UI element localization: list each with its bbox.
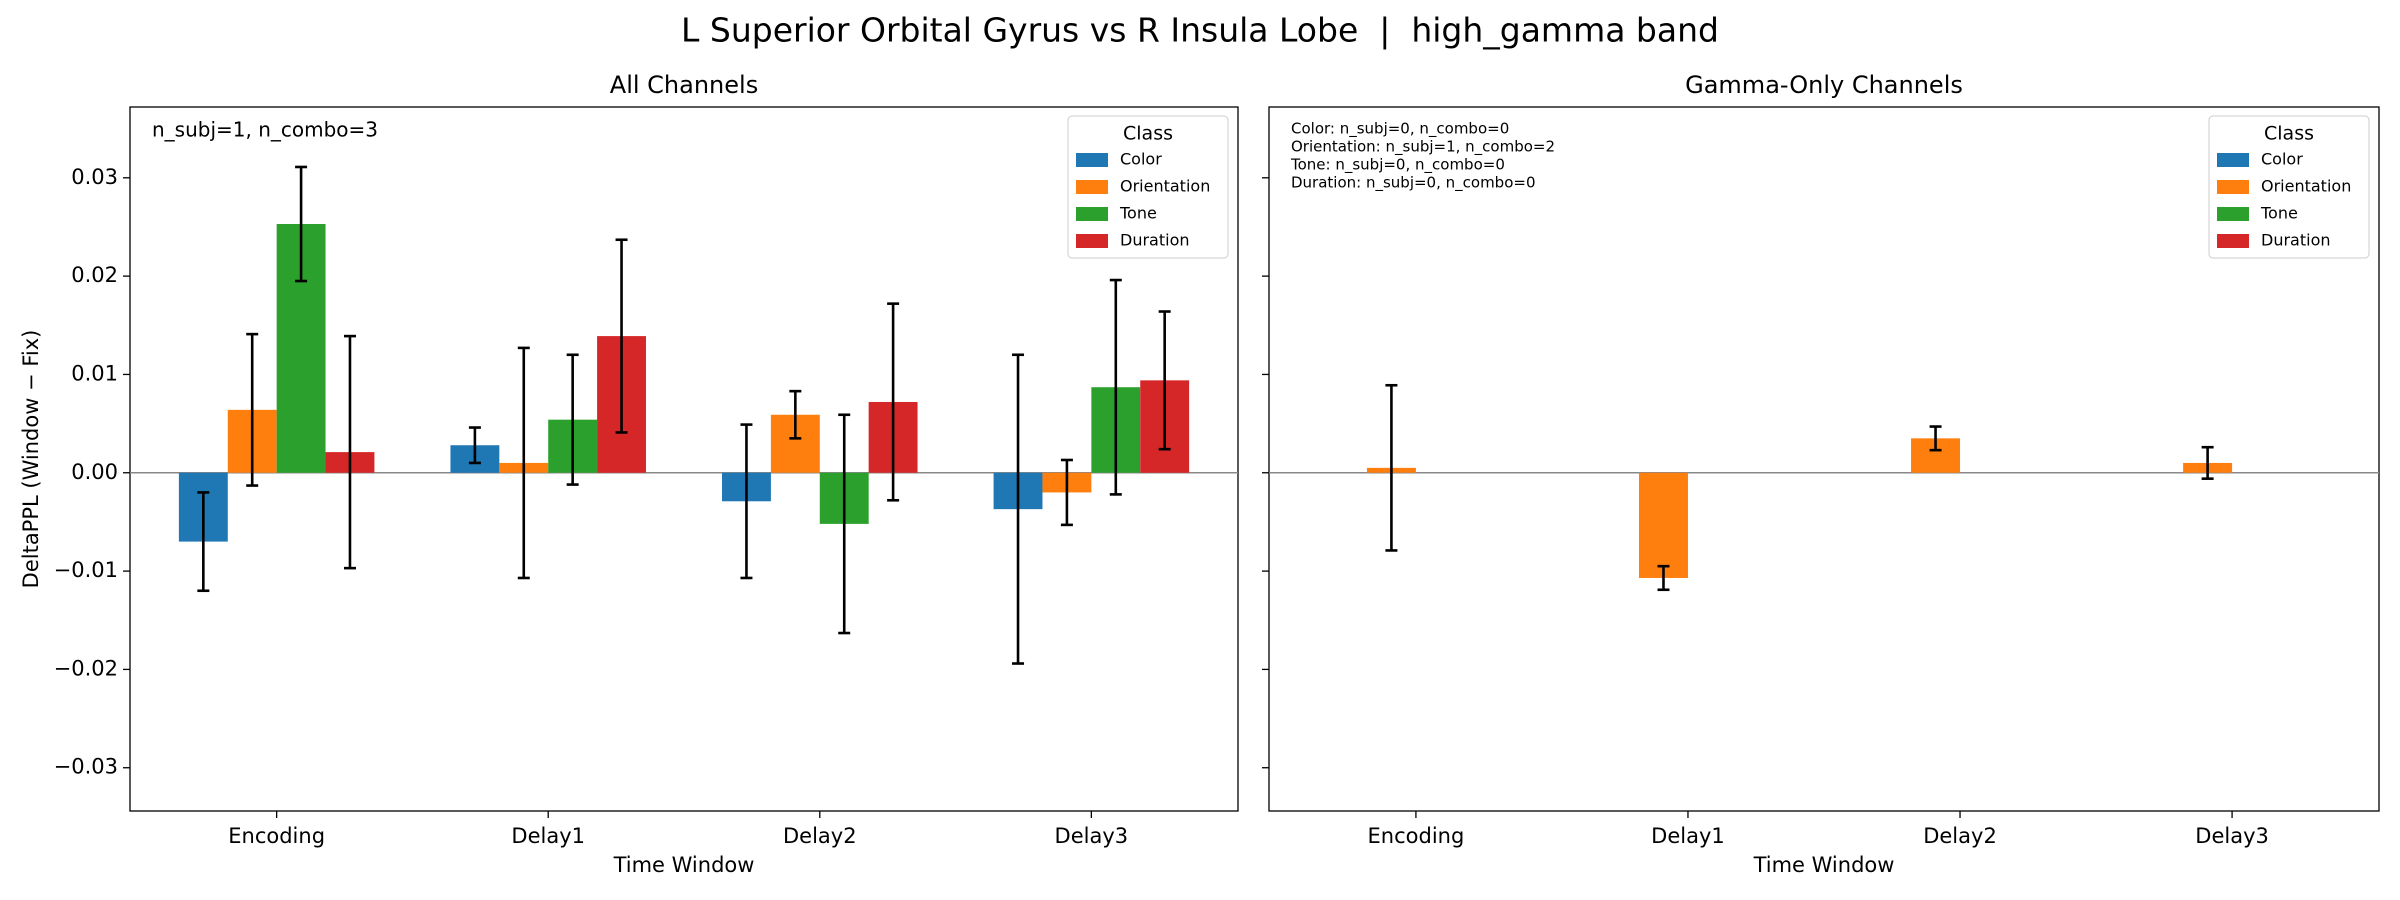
legend-swatch xyxy=(2217,234,2249,248)
x-axis-label: Time Window xyxy=(613,853,755,877)
y-tick-label: 0.03 xyxy=(71,165,118,189)
error-bar xyxy=(1109,278,1122,496)
error-bar xyxy=(197,491,210,593)
error-bar xyxy=(838,413,851,635)
error-bar xyxy=(1060,458,1073,527)
annotation: Orientation: n_subj=1, n_combo=2 xyxy=(1291,138,1555,157)
legend-label: Duration xyxy=(1120,231,1190,250)
legend-label: Tone xyxy=(2260,204,2298,223)
error-bar xyxy=(343,334,356,570)
legend: Class Color Orientation Tone Duration xyxy=(2208,115,2370,259)
y-tick-label: 0.01 xyxy=(71,361,118,385)
legend-label: Orientation xyxy=(1120,177,1210,196)
legend-label: Duration xyxy=(2261,231,2331,250)
error-bar xyxy=(566,353,579,486)
legend-swatch xyxy=(1076,153,1108,167)
error-bar xyxy=(295,165,308,283)
x-tick-label: Delay2 xyxy=(1923,824,1997,848)
error-bar xyxy=(887,302,900,502)
axes-frame xyxy=(129,106,1239,812)
axes-frame xyxy=(1268,106,2380,812)
x-tick-label: Delay3 xyxy=(1055,824,1129,848)
x-tick-label: Encoding xyxy=(228,824,325,848)
error-bar xyxy=(246,332,259,487)
panel-title: All Channels xyxy=(610,71,758,99)
error-bar xyxy=(468,426,481,465)
x-tick-label: Delay1 xyxy=(511,824,585,848)
legend-swatch xyxy=(1076,180,1108,194)
y-axis-label: DeltaPPL (Window − Fix) xyxy=(19,330,43,589)
legend-label: Color xyxy=(2261,150,2303,169)
y-tick-label: −0.03 xyxy=(54,755,118,779)
y-tick-label: 0.02 xyxy=(71,263,118,287)
x-axis-label: Time Window xyxy=(1753,853,1895,877)
legend-label: Color xyxy=(1120,150,1162,169)
legend-swatch xyxy=(2217,180,2249,194)
legend-title: Class xyxy=(1123,123,1173,145)
error-bar xyxy=(1657,564,1670,592)
legend-label: Tone xyxy=(1119,204,1157,223)
y-tick-label: −0.01 xyxy=(54,558,118,582)
x-tick-label: Delay3 xyxy=(2195,824,2269,848)
x-tick-label: Delay2 xyxy=(783,824,857,848)
legend-swatch xyxy=(1076,207,1108,221)
legend-swatch xyxy=(2217,153,2249,167)
annotation: n_subj=1, n_combo=3 xyxy=(152,118,378,142)
legend-swatch xyxy=(1076,234,1108,248)
x-tick-label: Delay1 xyxy=(1651,824,1725,848)
annotation: Duration: n_subj=0, n_combo=0 xyxy=(1291,174,1536,193)
error-bar xyxy=(2201,445,2214,480)
annotation: Color: n_subj=0, n_combo=0 xyxy=(1291,120,1509,139)
annotation: Tone: n_subj=0, n_combo=0 xyxy=(1290,156,1505,175)
error-bar xyxy=(1385,383,1398,552)
error-bar xyxy=(1929,425,1942,452)
panel-title: Gamma-Only Channels xyxy=(1685,71,1963,99)
legend-box xyxy=(2208,115,2370,259)
legend-title: Class xyxy=(2264,123,2314,145)
legend-box xyxy=(1067,115,1229,259)
x-tick-label: Encoding xyxy=(1368,824,1465,848)
figure-title: L Superior Orbital Gyrus vs R Insula Lob… xyxy=(681,11,1719,50)
legend-swatch xyxy=(2217,207,2249,221)
legend: Class Color Orientation Tone Duration xyxy=(1067,115,1229,259)
error-bar xyxy=(789,389,802,440)
error-bar xyxy=(615,238,628,434)
y-tick-label: 0.00 xyxy=(71,460,118,484)
error-bar xyxy=(1012,353,1025,665)
error-bar xyxy=(517,346,530,580)
legend-label: Orientation xyxy=(2261,177,2351,196)
error-bar xyxy=(740,423,753,580)
error-bar xyxy=(1158,310,1171,451)
y-tick-label: −0.02 xyxy=(54,656,118,680)
bar xyxy=(1639,472,1688,578)
